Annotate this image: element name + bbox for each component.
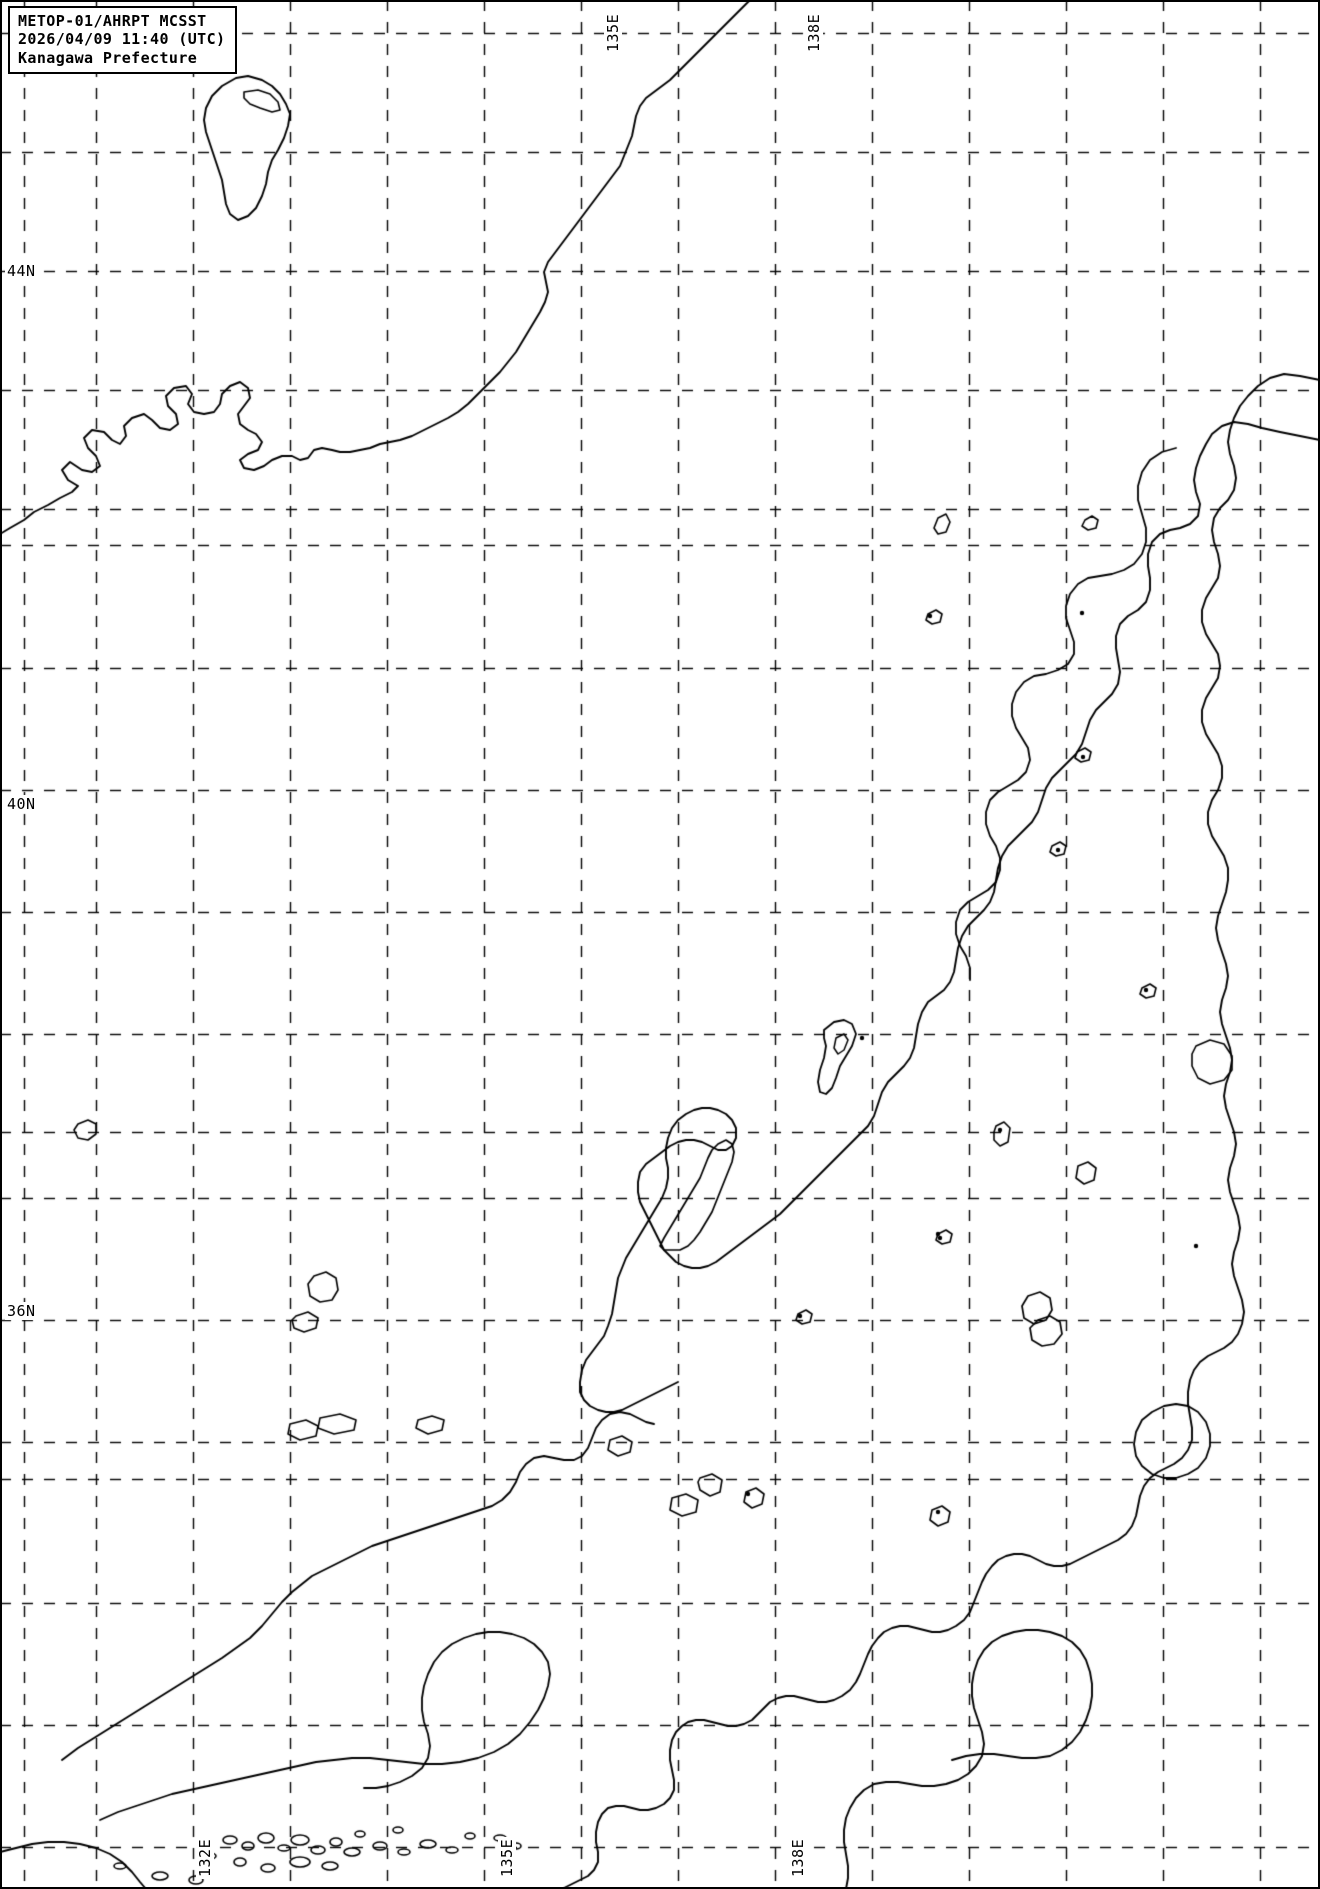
product-region-line: Kanagawa Prefecture xyxy=(18,48,198,67)
lon-label-bottom-138e: 138E xyxy=(789,1836,807,1879)
lon-label-bottom-132e: 132E xyxy=(196,1836,214,1879)
lat-label-36n: 36N xyxy=(5,1302,38,1320)
product-title-box: METOP-01/AHRPT MCSST 2026/04/09 11:40 (U… xyxy=(8,6,238,74)
lon-label-top-138e: 138E xyxy=(805,11,823,54)
lon-label-bottom-135e: 135E xyxy=(498,1836,516,1879)
lon-label-top-135e: 135E xyxy=(604,11,622,54)
lat-label-40n: 40N xyxy=(5,795,38,813)
lat-label-44n: 44N xyxy=(5,262,38,280)
product-datetime-line: 2026/04/09 11:40 (UTC) xyxy=(18,30,226,49)
product-title-line-1: METOP-01/AHRPT MCSST xyxy=(18,12,207,30)
